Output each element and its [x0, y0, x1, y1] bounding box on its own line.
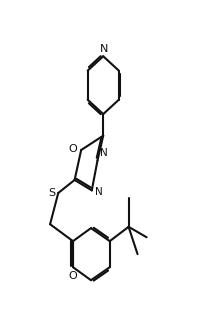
Text: N: N	[95, 187, 103, 197]
Text: N: N	[100, 44, 108, 54]
Text: O: O	[69, 145, 78, 154]
Text: O: O	[69, 271, 77, 281]
Text: N: N	[100, 148, 108, 158]
Text: S: S	[48, 189, 55, 198]
